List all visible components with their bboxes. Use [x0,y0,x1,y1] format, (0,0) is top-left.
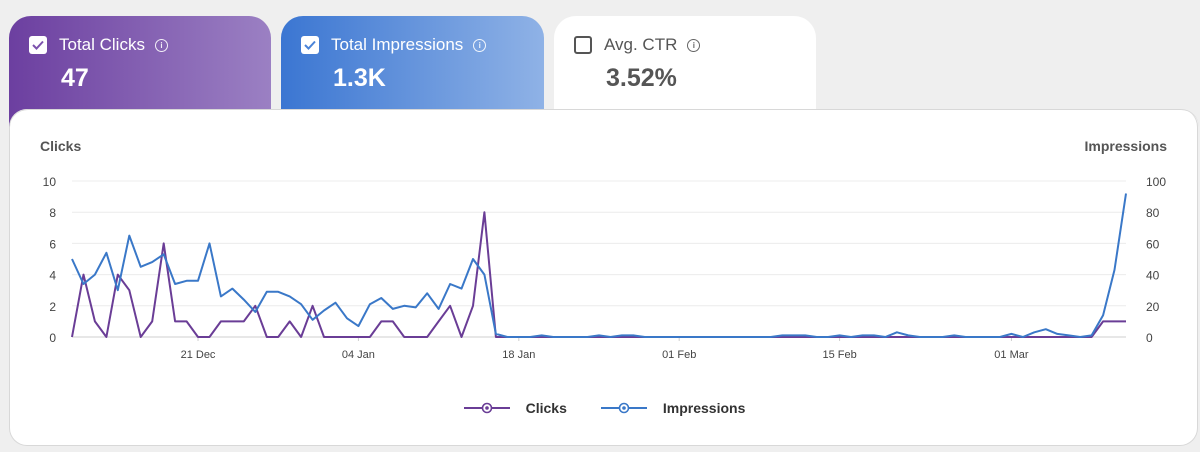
y-left-tick-label: 0 [49,331,56,345]
total-clicks-value: 47 [61,64,89,92]
check-icon [32,40,44,50]
y-right-axis-title: Impressions [1084,138,1167,154]
total-clicks-label: Total Clicks [59,35,145,54]
x-tick-label: 01 Mar [994,349,1029,361]
y-right-tick-label: 100 [1146,175,1166,189]
legend-marker-clicks [463,402,510,414]
legend-marker-impressions [600,402,647,414]
legend-label-impressions: Impressions [662,400,746,416]
y-left-axis-title: Clicks [40,138,82,154]
y-left-tick-label: 10 [43,175,57,189]
y-left-tick-label: 2 [49,300,56,314]
series-line-impressions [71,193,1127,338]
panel-border [10,109,1199,129]
legend-item-clicks[interactable]: Clicks [463,400,567,416]
y-right-tick-label: 0 [1146,331,1153,345]
line-chart: 0 0 2 20 4 40 6 60 8 80 10 100 21 Dec 04 Jan 18 Jan 01 … [43,175,1167,361]
chart-panel: Clicks Impressions 0 0 2 20 4 40 6 60 8 80 10 100 21… [9,109,1199,446]
clicks-checkbox[interactable] [29,36,47,54]
total-impressions-value: 1.3K [333,64,386,92]
y-left-tick-label: 8 [49,206,56,220]
info-icon[interactable]: i [687,38,701,52]
y-right-tick-label: 40 [1146,269,1160,283]
total-impressions-label: Total Impressions [331,35,464,54]
y-left-tick-label: 4 [49,269,56,283]
avg-ctr-label: Avg. CTR [604,35,678,54]
avg-ctr-value: 3.52% [606,64,677,92]
info-icon[interactable]: i [473,38,487,52]
impressions-checkbox[interactable] [301,36,319,54]
series-line-clicks [71,211,1126,338]
y-right-tick-label: 20 [1146,300,1160,314]
x-tick-label: 15 Feb [822,349,856,361]
legend: Clicks Impressions [10,400,1199,416]
y-right-tick-label: 80 [1146,206,1160,220]
x-tick-label: 21 Dec [181,349,216,361]
x-tick-label: 01 Feb [662,349,696,361]
legend-item-impressions[interactable]: Impressions [600,400,746,416]
y-left-tick-label: 6 [49,237,56,251]
legend-label-clicks: Clicks [525,400,567,416]
x-tick-label: 04 Jan [342,349,375,361]
y-right-tick-label: 60 [1146,237,1160,251]
info-icon[interactable]: i [154,38,168,52]
ctr-checkbox[interactable] [574,36,592,54]
check-icon [304,40,316,50]
x-tick-label: 18 Jan [502,349,535,361]
